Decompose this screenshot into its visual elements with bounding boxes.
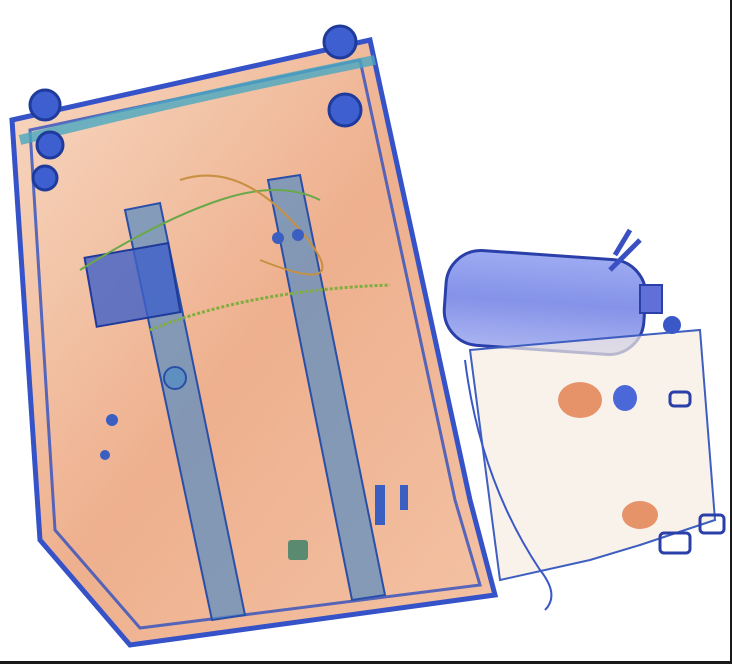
fastener	[292, 229, 304, 241]
organic-item	[558, 382, 602, 418]
bottle-handle	[612, 228, 633, 257]
fastener	[163, 366, 187, 390]
organic-item	[622, 501, 658, 529]
wheel	[28, 88, 62, 122]
bag-outline	[468, 328, 717, 582]
metal-item	[613, 385, 637, 411]
frame-edge-bottom	[0, 661, 732, 664]
suitcase-top-rail	[18, 55, 376, 145]
fastener	[272, 232, 284, 244]
frame-edge-right	[730, 0, 732, 664]
wheel	[327, 92, 363, 128]
wire	[149, 283, 391, 332]
zipper-pull	[288, 540, 308, 560]
metal-frame	[698, 513, 726, 535]
buckle	[375, 485, 385, 525]
wire	[79, 189, 321, 271]
small-bag	[464, 316, 726, 611]
bottle-cap	[639, 284, 663, 314]
suitcase-shell	[9, 37, 499, 648]
metal-ring	[668, 390, 692, 408]
bottle-handle	[608, 238, 642, 272]
wheel	[35, 130, 65, 160]
electronics-block	[83, 241, 182, 328]
wheel	[322, 24, 358, 60]
metal-frame	[658, 531, 692, 555]
trolley-rail-right	[266, 173, 387, 602]
buckle	[400, 485, 408, 510]
wheel	[31, 164, 59, 192]
suitcase	[9, 24, 499, 648]
clip	[663, 316, 681, 334]
fastener	[106, 414, 118, 426]
bottle	[442, 228, 663, 357]
fastener	[100, 450, 110, 460]
strap	[464, 359, 553, 611]
